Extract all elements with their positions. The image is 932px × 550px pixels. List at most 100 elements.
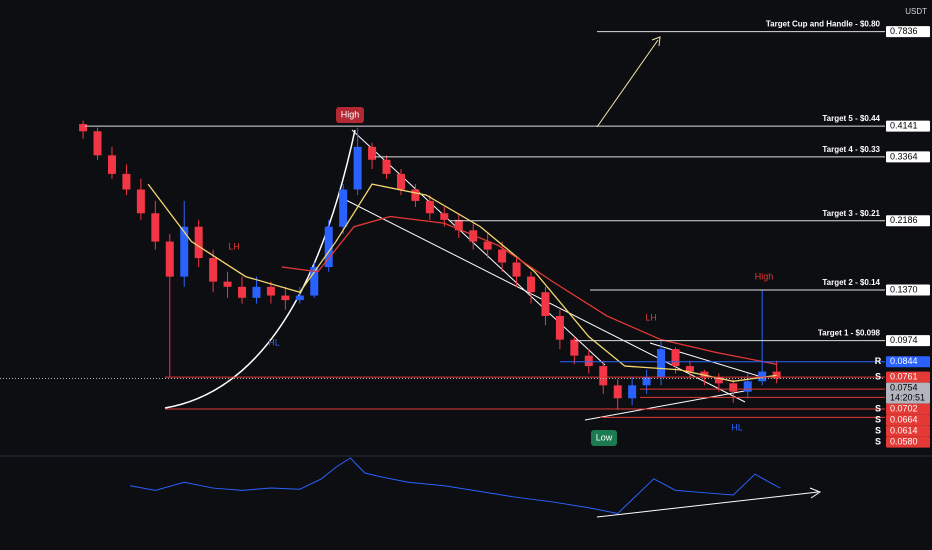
level-marker: S xyxy=(875,437,881,447)
candle-body xyxy=(295,295,304,301)
level-marker: S xyxy=(875,415,881,425)
candle-body xyxy=(368,146,377,160)
trend-line xyxy=(649,342,766,379)
price-tag xyxy=(886,284,930,296)
candle-body xyxy=(194,226,203,259)
price-tag xyxy=(886,120,930,132)
candle-body xyxy=(223,281,232,287)
level-marker: S xyxy=(875,372,881,382)
arrow-head xyxy=(651,36,661,47)
candle-body xyxy=(483,241,492,250)
annotation: LH xyxy=(645,312,657,322)
candle-body xyxy=(339,189,348,227)
candle-body xyxy=(165,241,174,277)
price-tag xyxy=(886,26,930,38)
candle-body xyxy=(136,189,145,214)
price-tag xyxy=(886,436,930,448)
annotation: HL xyxy=(731,422,743,432)
currency: USDT xyxy=(905,7,927,16)
price-tag-label: 0.0761 xyxy=(890,372,918,382)
price-tag xyxy=(886,335,930,347)
price-tag-label: 0.0754 xyxy=(890,383,918,393)
rsi-trend-line xyxy=(596,491,819,518)
price-tag xyxy=(886,371,930,383)
arrow xyxy=(596,39,659,128)
candle-body xyxy=(628,385,637,399)
level-name: Target 1 - $0.098 xyxy=(818,329,881,338)
candle-body xyxy=(310,267,319,296)
annotation: Low xyxy=(596,432,613,442)
candle-body xyxy=(209,258,218,282)
level-marker: S xyxy=(875,404,881,414)
price-tag-label: 0.0664 xyxy=(890,415,918,425)
candle-body xyxy=(584,355,593,367)
candle-body xyxy=(238,286,247,298)
marks: Target Cup and Handle - $0.80 Target 5 - … xyxy=(0,20,885,515)
candle-body xyxy=(685,366,694,372)
price-tag-label: 0.2186 xyxy=(890,215,918,225)
price-tag xyxy=(886,425,930,437)
candle-body xyxy=(772,371,781,379)
price-tag-label: 0.0702 xyxy=(890,404,918,414)
annotation: High xyxy=(755,271,774,281)
candle-body xyxy=(758,371,767,382)
candle-body xyxy=(93,131,102,156)
candle-body xyxy=(729,383,738,392)
price-tag xyxy=(886,215,930,227)
price-tag xyxy=(886,151,930,163)
badge xyxy=(591,430,617,446)
price-tag-label: 0.3364 xyxy=(890,151,918,161)
candle-body xyxy=(425,200,434,214)
candle-body xyxy=(642,377,651,386)
candle-body xyxy=(743,381,752,392)
candle-body xyxy=(79,124,88,132)
price-tag-label: 0.0974 xyxy=(890,335,918,345)
candle-body xyxy=(252,286,261,298)
annotation: LH xyxy=(228,241,240,251)
candle-body xyxy=(122,173,131,190)
candle-body xyxy=(266,286,275,296)
candle-body xyxy=(498,249,507,263)
arrow-head xyxy=(809,487,822,499)
candle-body xyxy=(353,146,362,190)
candle-body xyxy=(527,276,535,293)
candle-body xyxy=(382,159,391,174)
moving-average xyxy=(147,183,777,382)
candle-body xyxy=(440,213,449,220)
candle-body xyxy=(599,366,608,386)
level-marker: R xyxy=(875,356,882,366)
badge xyxy=(336,107,364,123)
price-tag-label: 0.0580 xyxy=(890,437,918,447)
candle-body xyxy=(151,213,160,242)
candle-body xyxy=(570,339,579,356)
price-tag-label: 0.1370 xyxy=(890,284,918,294)
candle-body xyxy=(555,315,564,340)
candle-body xyxy=(411,189,420,201)
candle-body xyxy=(107,155,116,174)
candle-body xyxy=(396,173,405,190)
annotation: High xyxy=(341,109,360,119)
candle-body xyxy=(469,230,478,242)
price-tag-label: 0.7836 xyxy=(890,26,918,36)
candle-body xyxy=(613,385,622,399)
price-tag xyxy=(886,382,930,404)
moving-average xyxy=(281,215,777,365)
level-name: Target 5 - $0.44 xyxy=(822,114,880,123)
candle-body xyxy=(671,349,680,367)
annotation: HL xyxy=(268,337,280,347)
price-tag-time: 14:20:51 xyxy=(890,393,925,403)
price-tag-label: 0.0614 xyxy=(890,426,918,436)
price-tag xyxy=(886,403,930,415)
level-name: Target Cup and Handle - $0.80 xyxy=(766,20,881,29)
price-tag-label: 0.0844 xyxy=(890,356,918,366)
candle-body xyxy=(281,295,290,301)
price-tag xyxy=(886,356,930,368)
candle-body xyxy=(541,292,550,316)
candle-body xyxy=(657,349,666,378)
rsi-line xyxy=(129,457,781,515)
level-marker: S xyxy=(875,426,881,436)
cup-curve xyxy=(164,129,356,409)
level-name: Target 4 - $0.33 xyxy=(822,145,880,154)
